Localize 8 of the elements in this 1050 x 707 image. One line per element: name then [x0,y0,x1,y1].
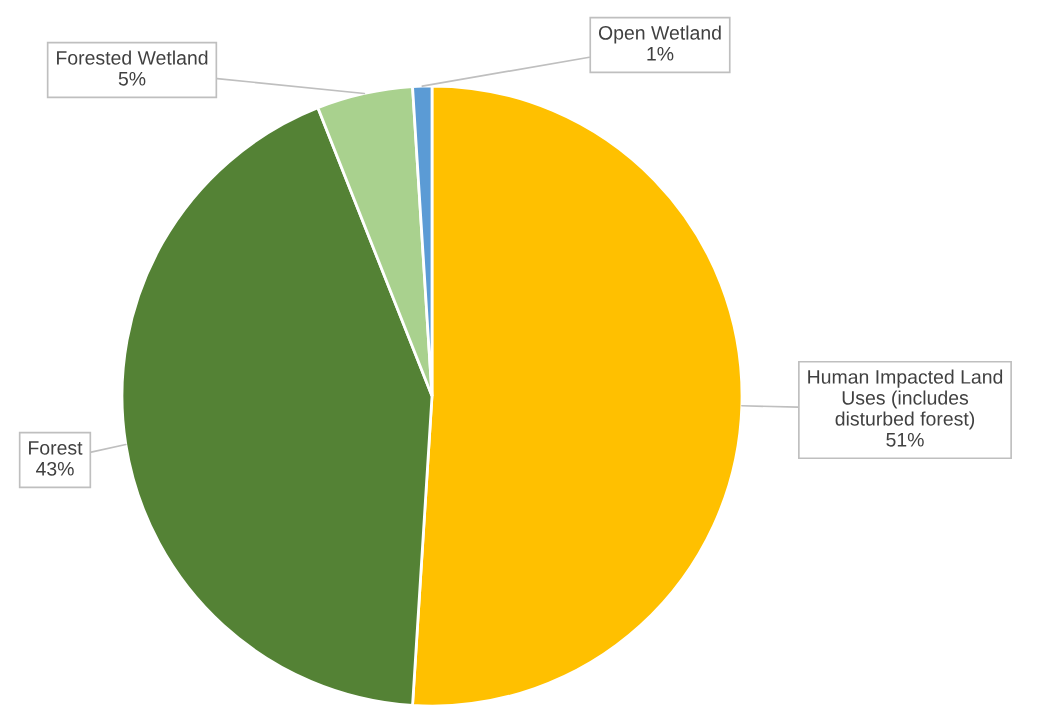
slice-label: Human Impacted Land Uses (includes disturbed forest) [808,369,1003,430]
slice-label: Open Wetland [598,25,721,44]
data-label: 1% [647,47,674,61]
data-label: 51% [886,432,924,447]
slice-label: Forested Wetland [57,50,208,65]
data-label: 5% [118,72,146,86]
data-label: 43% [35,461,74,476]
slice-label: Forest [29,441,83,455]
